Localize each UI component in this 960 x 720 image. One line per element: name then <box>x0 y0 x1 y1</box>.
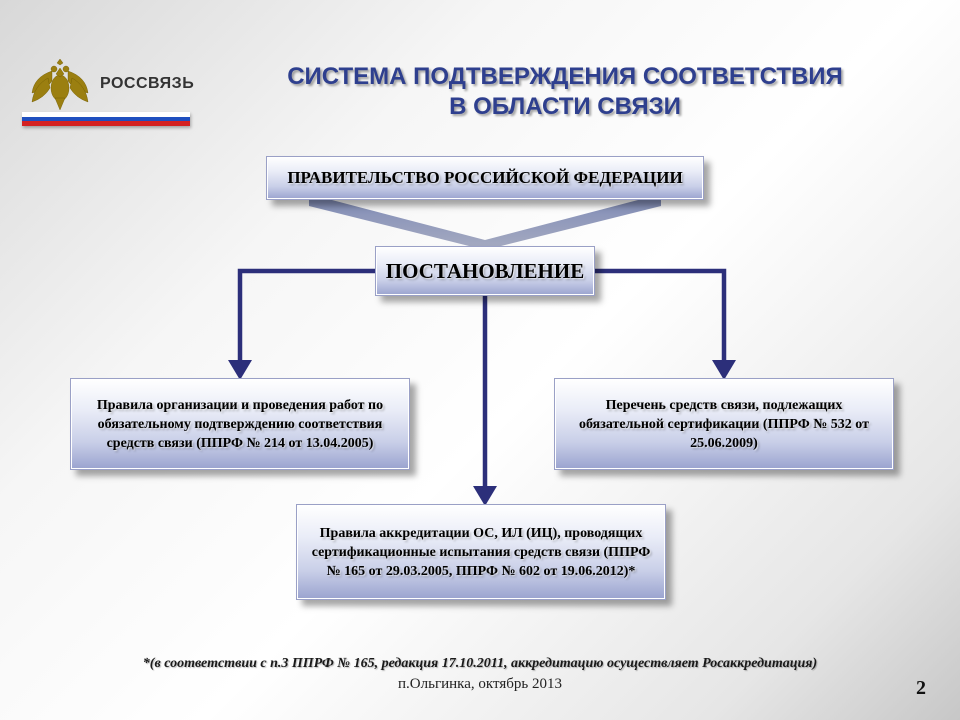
node-accreditation: Правила аккредитации ОС, ИЛ (ИЦ), провод… <box>296 504 666 600</box>
page-number: 2 <box>916 677 926 700</box>
node-list-means-text: Перечень средств связи, подлежащих обяза… <box>565 396 883 453</box>
node-government-text: ПРАВИТЕЛЬСТВО РОССИЙСКОЙ ФЕДЕРАЦИИ <box>287 168 682 188</box>
chevron-down-icon <box>309 200 661 246</box>
node-rules-conformity-text: Правила организации и проведения работ п… <box>81 396 399 453</box>
node-decree: ПОСТАНОВЛЕНИЕ <box>375 246 595 296</box>
node-government: ПРАВИТЕЛЬСТВО РОССИЙСКОЙ ФЕДЕРАЦИИ <box>266 156 704 200</box>
location: п.Ольгинка, октябрь 2013 <box>0 676 960 693</box>
node-rules-conformity: Правила организации и проведения работ п… <box>70 378 410 470</box>
slide-title: СИСТЕМА ПОДТВЕРЖДЕНИЯ СООТВЕТСТВИЯ В ОБЛ… <box>215 62 915 122</box>
logo-area: РОССВЯЗЬ <box>30 58 194 110</box>
title-line1: СИСТЕМА ПОДТВЕРЖДЕНИЯ СООТВЕТСТВИЯ <box>287 63 843 90</box>
slide: РОССВЯЗЬ СИСТЕМА ПОДТВЕРЖДЕНИЯ СООТВЕТСТ… <box>0 0 960 720</box>
node-accreditation-text: Правила аккредитации ОС, ИЛ (ИЦ), провод… <box>307 524 655 581</box>
eagle-emblem-icon <box>30 58 90 110</box>
node-decree-text: ПОСТАНОВЛЕНИЕ <box>386 259 584 284</box>
footnote: *(в соответствии с п.3 ППРФ № 165, редак… <box>110 656 850 672</box>
org-label: РОССВЯЗЬ <box>100 75 194 93</box>
title-line2: В ОБЛАСТИ СВЯЗИ <box>449 93 681 120</box>
node-list-means: Перечень средств связи, подлежащих обяза… <box>554 378 894 470</box>
tricolor-flag-icon <box>22 112 190 126</box>
